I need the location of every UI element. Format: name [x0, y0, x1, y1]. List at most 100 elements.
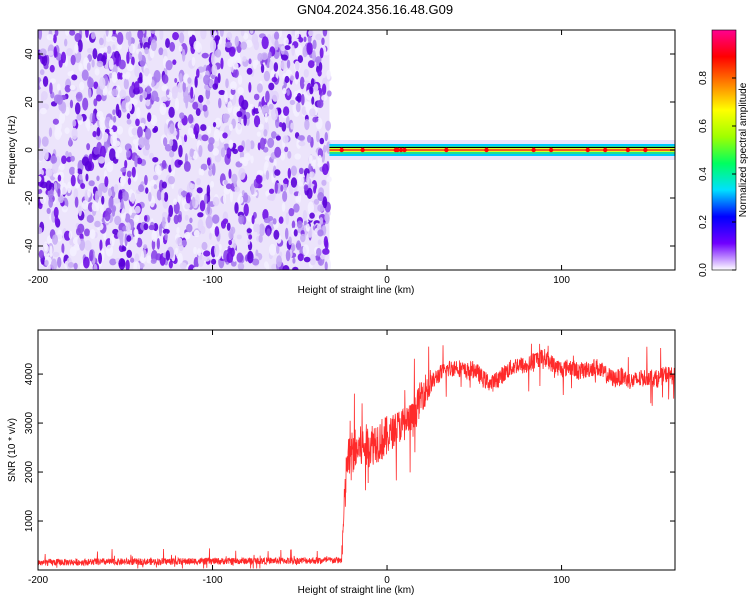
noise-blob: [281, 122, 287, 132]
noise-blob: [267, 137, 275, 148]
noise-blob: [192, 150, 198, 160]
noise-blob: [251, 214, 255, 225]
noise-blob: [297, 135, 305, 141]
noise-blob: [143, 67, 150, 77]
noise-blob: [323, 235, 329, 248]
noise-blob: [81, 69, 89, 81]
noise-blob: [156, 237, 160, 250]
noise-blob: [89, 249, 94, 262]
noise-blob: [290, 165, 298, 177]
noise-blob: [280, 152, 286, 161]
noise-blob: [203, 254, 211, 262]
track-peak-point: [402, 147, 407, 153]
noise-blob: [104, 176, 109, 188]
noise-blob: [287, 167, 291, 179]
noise-blob: [81, 156, 90, 166]
noise-blob: [109, 128, 114, 136]
noise-blob: [45, 168, 53, 177]
noise-blob: [121, 246, 127, 252]
noise-blob: [236, 252, 244, 263]
colorbar-tick-label: 0.8: [698, 71, 709, 85]
noise-blob: [273, 229, 280, 240]
noise-blob: [196, 248, 202, 256]
noise-blob: [126, 118, 132, 125]
noise-blob: [287, 150, 292, 159]
noise-blob: [138, 72, 143, 82]
noise-blob: [280, 60, 287, 70]
track-peak-point: [398, 147, 404, 153]
noise-blob: [249, 103, 254, 110]
noise-blob: [86, 143, 91, 151]
noise-blob: [313, 198, 320, 205]
noise-blob: [201, 241, 208, 251]
noise-blob: [53, 193, 57, 205]
noise-blob: [92, 112, 96, 126]
noise-blob: [319, 47, 324, 59]
snr-y-tick-label: 2000: [24, 460, 35, 483]
noise-blob: [170, 158, 175, 171]
noise-blob: [307, 60, 315, 69]
noise-blob: [169, 41, 176, 52]
noise-blob: [317, 69, 322, 77]
noise-blob: [167, 175, 176, 185]
noise-blob: [95, 94, 102, 102]
noise-blob: [161, 159, 167, 169]
noise-blob: [115, 149, 120, 160]
noise-blob: [203, 250, 211, 257]
noise-blob: [318, 62, 323, 72]
noise-blob: [280, 45, 285, 52]
noise-blob: [226, 31, 233, 41]
noise-blob: [204, 84, 209, 90]
noise-blob: [126, 63, 134, 72]
noise-blob: [212, 214, 220, 224]
noise-blob: [282, 265, 290, 270]
noise-blob: [316, 99, 324, 109]
noise-blob: [146, 112, 152, 123]
noise-blob: [139, 94, 143, 103]
noise-blob: [155, 96, 160, 103]
noise-blob: [302, 209, 308, 222]
noise-blob: [322, 163, 329, 176]
noise-blob: [47, 188, 54, 199]
noise-blob: [273, 62, 279, 72]
noise-blob: [67, 262, 75, 268]
noise-blob: [119, 89, 127, 100]
noise-blob: [291, 220, 296, 229]
noise-blob: [129, 207, 133, 216]
noise-blob: [212, 83, 218, 90]
noise-blob: [124, 95, 131, 103]
noise-blob: [211, 64, 218, 76]
noise-blob: [237, 86, 244, 95]
noise-blob: [153, 125, 159, 133]
noise-blob: [151, 79, 155, 88]
noise-blob: [178, 32, 185, 44]
noise-blob: [189, 217, 193, 224]
noise-blob: [78, 174, 83, 180]
noise-blob: [220, 57, 224, 70]
noise-blob: [312, 49, 316, 62]
noise-blob: [293, 203, 300, 213]
noise-blob: [108, 188, 112, 197]
noise-blob: [150, 30, 156, 34]
noise-blob: [243, 192, 249, 203]
snr-frame: [37, 329, 676, 571]
noise-blob: [214, 244, 220, 258]
noise-blob: [281, 202, 286, 212]
noise-blob: [120, 198, 124, 210]
noise-blob: [108, 57, 114, 70]
noise-blob: [248, 234, 253, 240]
noise-blob: [274, 39, 279, 51]
noise-blob: [178, 144, 183, 158]
colorbar-tick-label: 0.0: [698, 263, 709, 277]
noise-blob: [153, 223, 159, 232]
noise-blob: [225, 41, 233, 48]
noise-blob: [144, 142, 151, 151]
noise-blob: [42, 76, 49, 87]
noise-blob: [200, 163, 208, 171]
noise-blob: [149, 48, 155, 59]
track-peak-point: [339, 147, 344, 153]
noise-blob: [79, 81, 85, 91]
noise-blob: [229, 81, 237, 91]
track-peak-point: [531, 147, 536, 153]
